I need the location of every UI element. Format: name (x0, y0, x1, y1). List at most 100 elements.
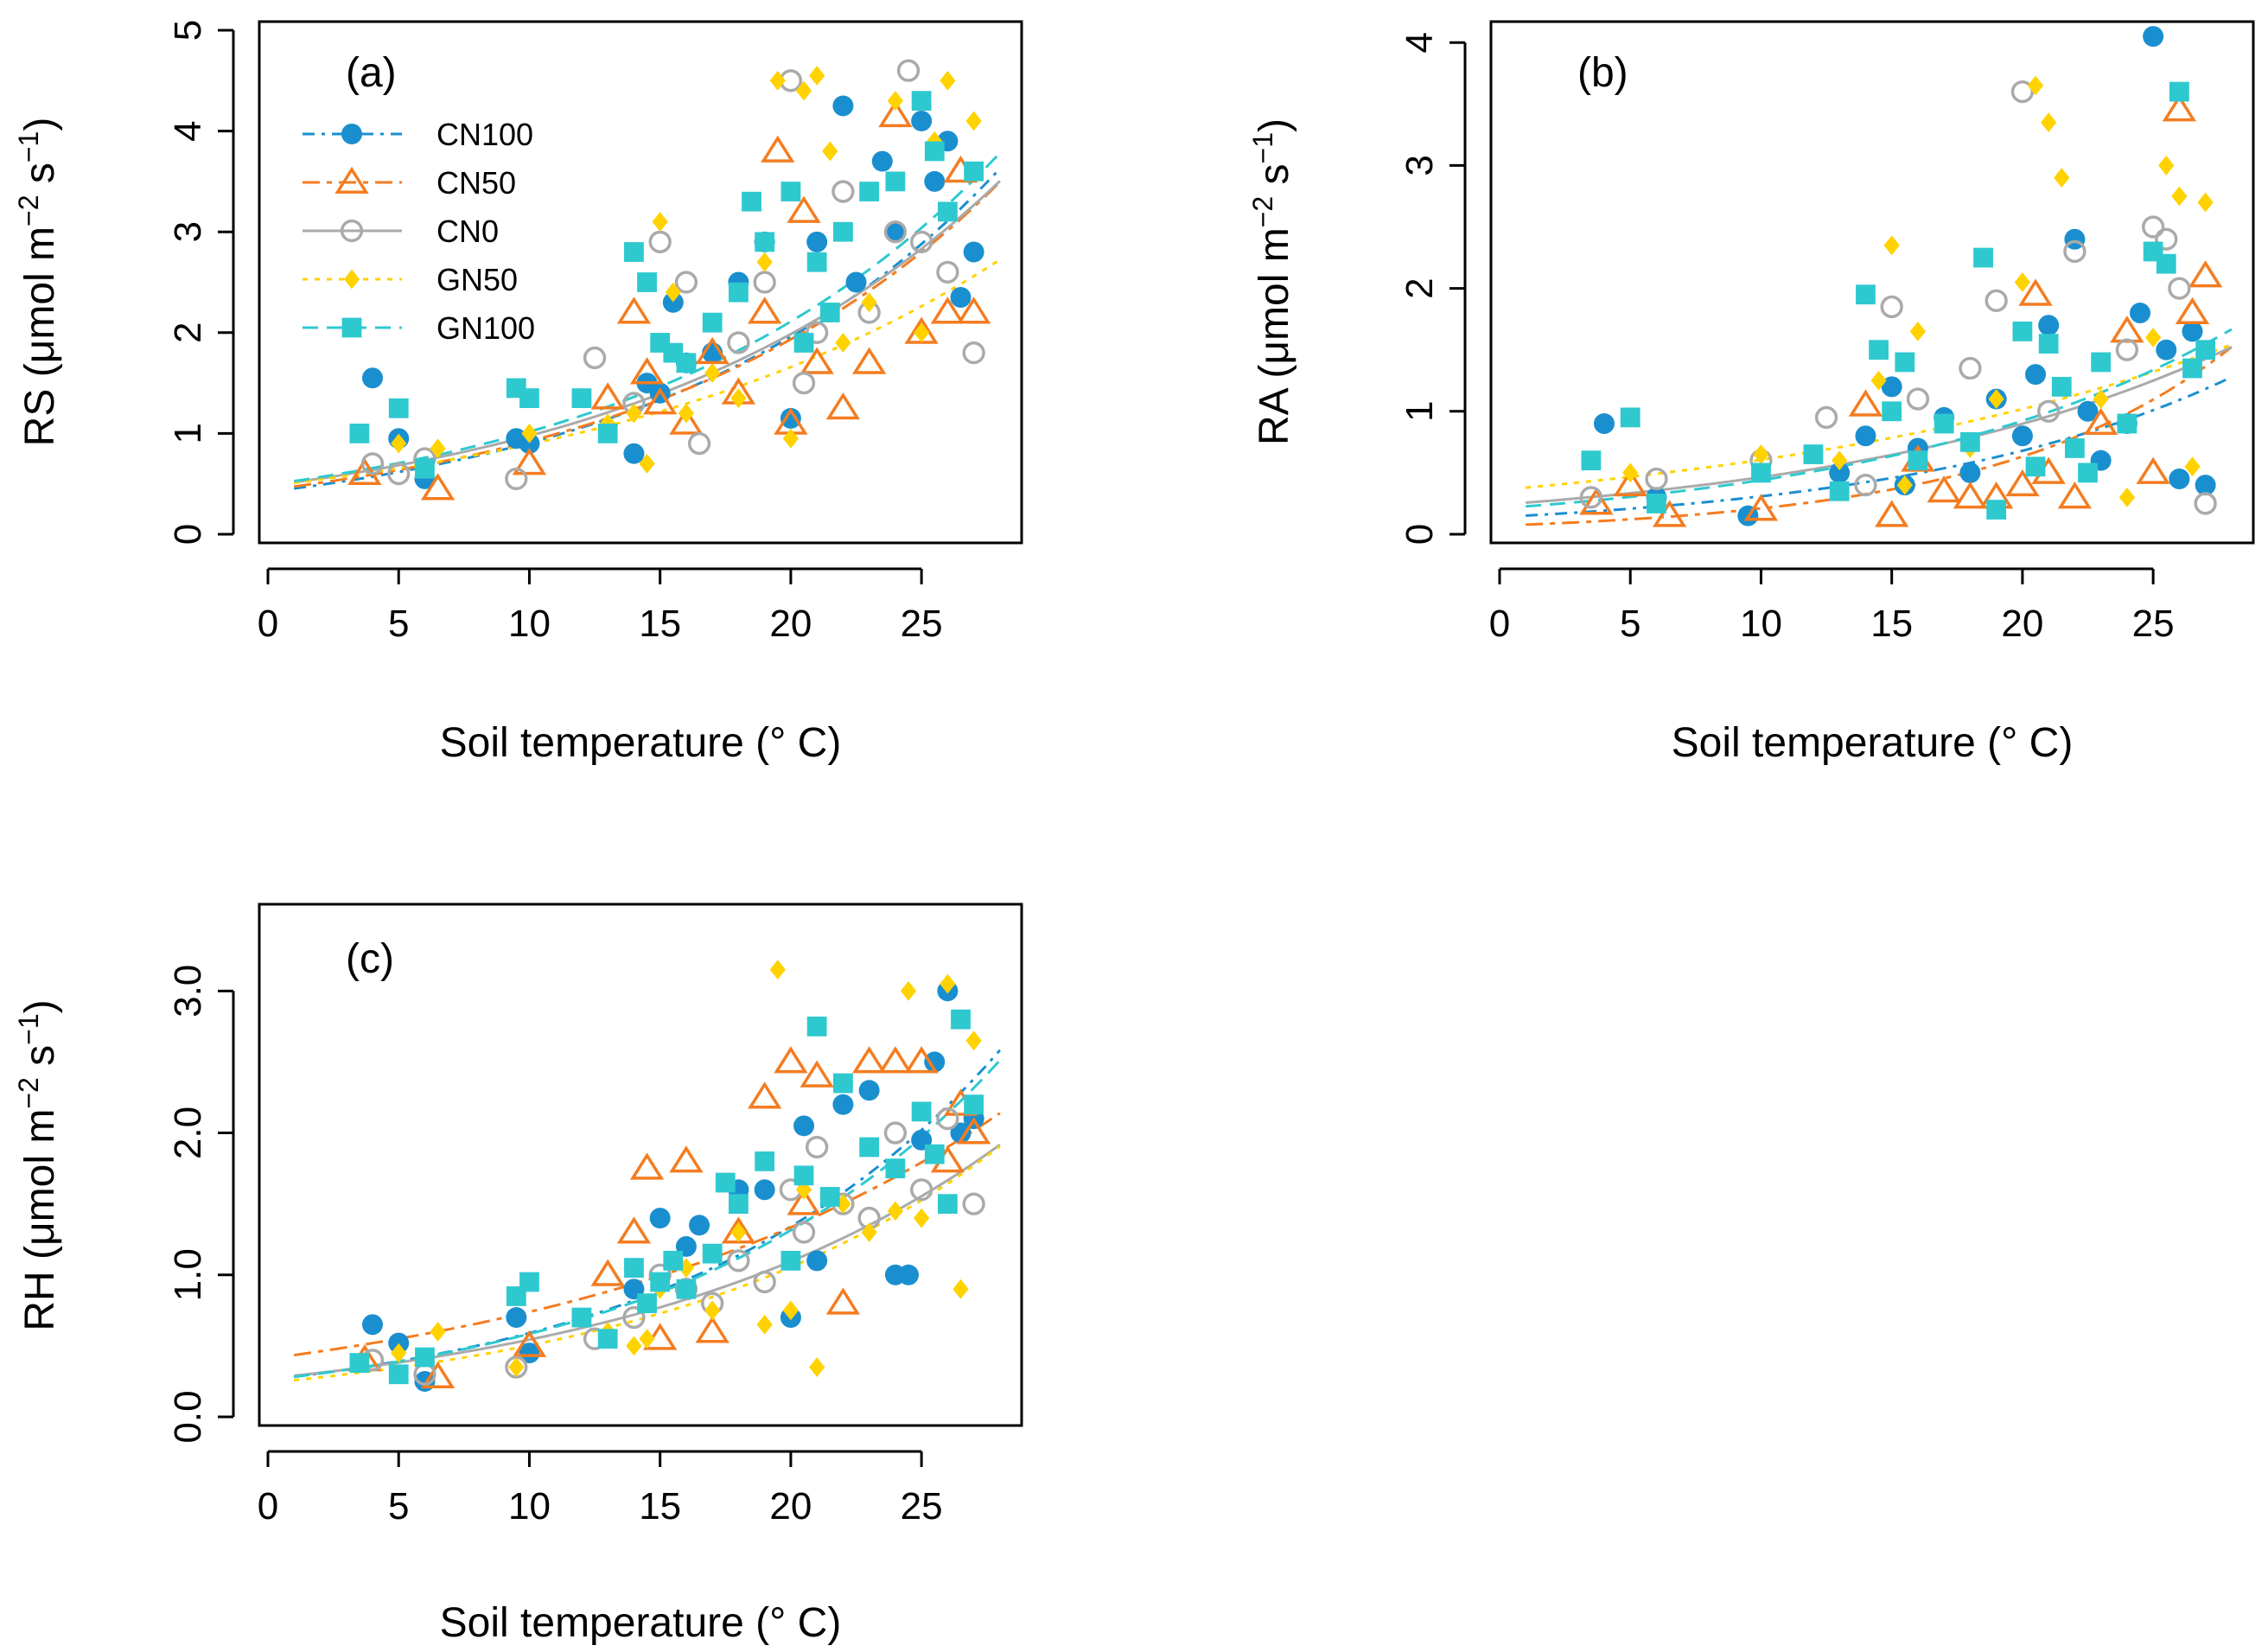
point-cn100 (2025, 364, 2047, 386)
point-cn100 (832, 1094, 854, 1115)
point-gn50 (626, 1336, 642, 1356)
point-cn100 (911, 110, 933, 131)
point-cn0 (2194, 492, 2217, 515)
point-cn50 (420, 1361, 456, 1389)
x-tick-label: 15 (639, 1485, 681, 1528)
point-cn0 (936, 260, 959, 284)
point-gn100 (2182, 358, 2202, 379)
point-cn50 (629, 357, 665, 385)
point-cn50 (512, 1330, 547, 1357)
point-cn50 (2057, 482, 2093, 509)
panel-c-x-axis: 0 5 10 15 20 25 (258, 1450, 943, 1528)
point-cn50 (420, 473, 456, 501)
point-gn100 (1869, 340, 1889, 360)
point-gn100 (924, 141, 945, 162)
point-gn100 (937, 201, 958, 222)
point-gn100 (1986, 500, 2007, 520)
point-gn50 (2184, 456, 2201, 477)
point-cn100 (623, 443, 645, 464)
y-tick-label: 0 (167, 524, 209, 545)
point-cn0 (2037, 399, 2061, 423)
y-tick-label: 2 (167, 322, 209, 343)
legend-marker-gn50 (343, 269, 360, 290)
point-gn100 (1882, 401, 1902, 422)
point-gn100 (637, 1293, 657, 1314)
point-gn100 (624, 242, 644, 262)
x-tick-label: 25 (901, 603, 943, 645)
x-tick-label: 25 (901, 1485, 943, 1528)
point-gn50 (940, 973, 956, 994)
point-gn100 (885, 1158, 906, 1179)
point-gn100 (624, 1258, 644, 1278)
panel-c-x-axis-label: Soil temperature (° C) (440, 1600, 842, 1646)
point-gn100 (806, 252, 827, 272)
point-cn100 (649, 1208, 671, 1229)
x-tick-label: 10 (1740, 603, 1782, 645)
point-gn50 (508, 1357, 525, 1377)
point-gn50 (730, 1222, 747, 1242)
panel-a-legend: CN100 CN50 CN0 GN50 GN100 (303, 117, 535, 346)
point-gn100 (676, 1279, 697, 1299)
point-gn100 (780, 1250, 801, 1271)
point-cn50 (1927, 475, 1961, 503)
point-cn50 (1953, 482, 1988, 509)
x-tick-label: 20 (769, 1485, 812, 1528)
point-gn100 (415, 1347, 435, 1368)
point-cn100 (898, 1264, 920, 1285)
panel-a-plot-frame (258, 20, 1023, 545)
point-gn50 (2158, 156, 2175, 175)
y-tick-label: 2.0 (167, 1107, 209, 1159)
x-tick-label: 0 (258, 1485, 278, 1528)
x-tick-label: 10 (508, 1485, 551, 1528)
point-gn50 (900, 980, 917, 1001)
point-gn50 (2014, 272, 2031, 292)
x-tick-label: 25 (2132, 603, 2175, 645)
legend-marker-cn100 (341, 124, 362, 144)
point-cn50 (787, 1188, 821, 1215)
legend-label-cn50: CN50 (436, 165, 516, 201)
panel-b-y-axis: 0 1 2 3 4 (1398, 32, 1467, 545)
panel-b-points (1579, 26, 2223, 527)
point-cn0 (1959, 356, 1982, 380)
y-tick-label: 2 (1398, 277, 1441, 298)
point-gn50 (965, 111, 982, 131)
panel-b-plot-frame (1489, 20, 2255, 545)
x-tick-label: 20 (769, 603, 812, 645)
point-cn0 (1984, 289, 2008, 312)
point-cn0 (962, 341, 985, 365)
x-tick-label: 10 (508, 603, 551, 645)
point-gn100 (2078, 462, 2098, 483)
point-gn100 (2051, 376, 2072, 397)
point-gn100 (793, 1165, 814, 1186)
x-tick-label: 5 (1620, 603, 1640, 645)
point-gn50 (927, 131, 943, 151)
point-gn50 (835, 1194, 851, 1215)
y-tick-label: 0.0 (167, 1390, 209, 1443)
fit-line-cn50 (293, 181, 1001, 488)
point-gn100 (911, 1101, 932, 1122)
point-cn50 (747, 1081, 782, 1109)
point-gn50 (626, 403, 642, 424)
point-cn0 (936, 1107, 959, 1131)
panel-a: (a) 0 5 10 15 20 25 0 1 2 3 4 5 Soil temperature (… (13, 20, 1023, 766)
point-cn50 (2162, 94, 2197, 122)
point-gn50 (795, 80, 812, 101)
point-cn0 (387, 462, 411, 486)
point-gn50 (665, 282, 681, 303)
point-gn100 (819, 1187, 840, 1207)
legend-marker-gn100 (341, 317, 362, 338)
point-cn0 (909, 230, 933, 254)
point-cn0 (687, 431, 711, 456)
panel-a-points (347, 59, 991, 501)
y-tick-label: 1 (1398, 401, 1441, 422)
point-cn0 (1814, 405, 1838, 430)
point-gn100 (1620, 407, 1640, 428)
point-cn100 (2169, 469, 2190, 490)
panel-c-points (347, 960, 991, 1392)
point-cn0 (505, 467, 528, 491)
point-cn50 (904, 1046, 939, 1074)
point-gn50 (2118, 487, 2136, 507)
point-cn100 (884, 221, 906, 243)
point-gn100 (742, 191, 761, 212)
